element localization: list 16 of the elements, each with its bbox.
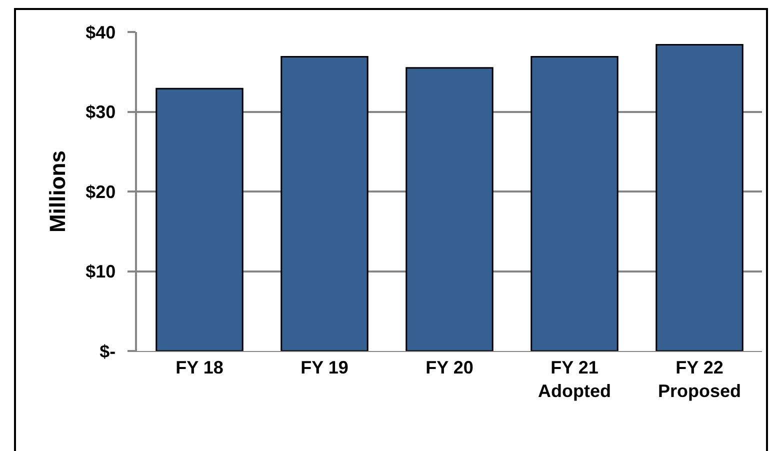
- x-tick-label: FY 18: [176, 358, 224, 378]
- y-tick-label: $40: [86, 22, 116, 42]
- x-tick-label: FY 21 Adopted: [538, 358, 611, 401]
- bar: [406, 67, 494, 351]
- x-tick-label: FY 20: [426, 358, 474, 378]
- x-tick-label: FY 22 Proposed: [658, 358, 742, 401]
- x-tick-label: FY 19: [300, 358, 348, 378]
- y-tick-label: $10: [86, 262, 116, 282]
- bar: [156, 88, 244, 351]
- y-axis-title: Millions: [44, 150, 70, 232]
- bar: [656, 44, 744, 351]
- bar: [280, 56, 368, 351]
- y-tick-label: $-: [100, 341, 116, 362]
- y-tick-label: $20: [86, 182, 116, 202]
- bar: [530, 56, 618, 351]
- y-tick-label: $30: [86, 102, 116, 122]
